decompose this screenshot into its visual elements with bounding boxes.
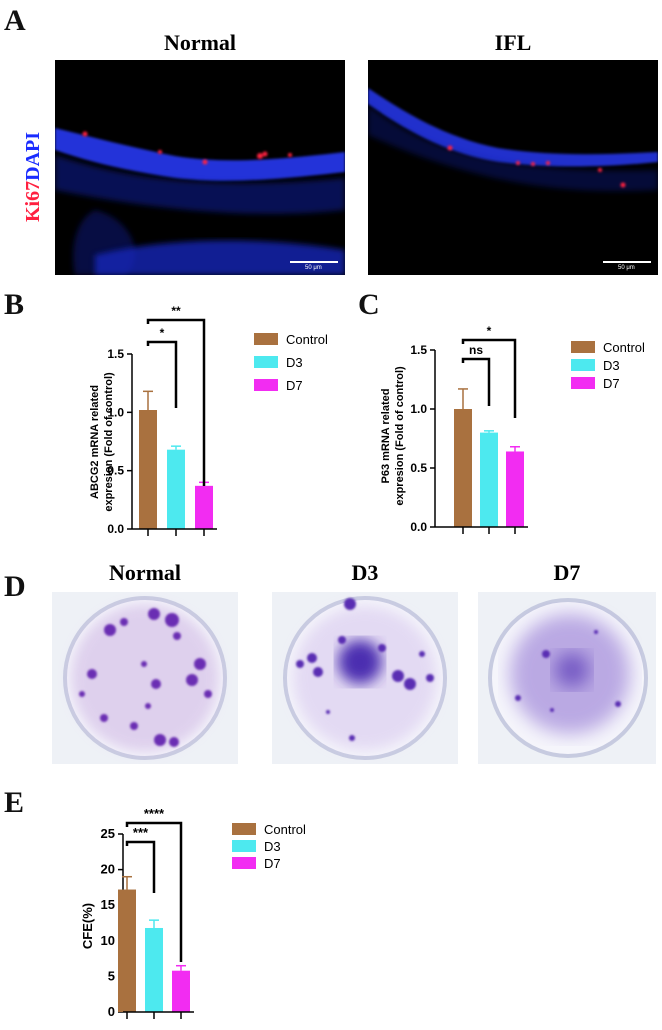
panel-letter-b: B: [4, 288, 25, 321]
bar-control: [139, 410, 157, 529]
legend-label: D7: [264, 856, 281, 871]
dish-title-d3: D3: [351, 560, 379, 585]
micrograph-ifl-image: [368, 88, 658, 192]
legend-label: Control: [264, 822, 306, 837]
colony-dish-normal-image: [63, 596, 227, 760]
scale-bar-ifl: [603, 261, 651, 263]
significance-bracket: [461, 338, 517, 418]
legend-label: D7: [603, 376, 620, 391]
y-tick-label: 20: [101, 862, 115, 877]
bar-d3: [145, 927, 163, 1012]
micrograph-title-normal: Normal: [163, 30, 237, 55]
scale-bar-normal: [290, 261, 338, 263]
significance-label: ns: [469, 343, 483, 357]
legend-swatch-d3: [232, 840, 256, 852]
significance-label: *: [487, 324, 492, 338]
bar-d7: [172, 970, 190, 1012]
stain-label-dapi: DAPI: [22, 131, 44, 181]
panel-letter-c: C: [358, 288, 380, 321]
y-tick-label: 1.0: [410, 402, 427, 416]
y-axis-label: expresion (Fold of control): [394, 366, 406, 506]
y-axis-label: P63 mRNA related: [380, 389, 392, 484]
panel-letter-a: A: [4, 4, 26, 37]
colony-dish-d3-image: [283, 596, 447, 760]
y-tick-label: 0.0: [410, 520, 427, 534]
y-tick-label: 1.0: [107, 405, 124, 419]
significance-label: ***: [133, 825, 149, 840]
legend-label: D7: [286, 378, 303, 393]
micrograph-normal-image: [55, 128, 345, 275]
micrograph-ifl: 50 μm: [368, 60, 658, 275]
significance-bracket: [125, 840, 156, 893]
legend-label: D3: [286, 355, 303, 370]
bar-d7: [195, 485, 213, 529]
micrograph-title-ifl: IFL: [494, 30, 532, 55]
bar-control: [118, 889, 136, 1012]
y-tick-label: 25: [101, 826, 115, 841]
legend-label: Control: [603, 340, 645, 355]
legend-swatch-d3: [254, 356, 278, 368]
significance-label: **: [171, 304, 181, 318]
y-tick-label: 5: [108, 968, 115, 983]
scale-bar-label-normal: 50 μm: [305, 265, 322, 271]
stain-label: Ki67DAPI: [22, 132, 45, 222]
y-tick-label: 15: [101, 897, 115, 912]
dish-title-d7: D7: [553, 560, 581, 585]
bar-d3: [480, 432, 498, 527]
significance-bracket: [461, 357, 491, 406]
y-tick-label: 0.0: [107, 522, 124, 536]
legend-label: D3: [264, 839, 281, 854]
significance-label: ****: [144, 806, 165, 821]
legend-swatch-control: [232, 823, 256, 835]
legend-swatch-d7: [571, 377, 595, 389]
legend-swatch-control: [571, 341, 595, 353]
colony-dish-d7: [478, 592, 656, 764]
panel-letter-d: D: [4, 570, 26, 603]
legend-swatch-d7: [232, 857, 256, 869]
y-axis-label: expresion (Fold of control): [103, 372, 115, 512]
micrograph-normal: 50 μm: [55, 60, 345, 275]
y-tick-label: 1.5: [107, 347, 124, 361]
bar-d7: [506, 451, 524, 527]
significance-bracket: [146, 340, 178, 408]
significance-bracket: [146, 318, 206, 486]
chart-p63: 0.0 0.5 1.0 1.5 P63 mRNA related expresion (F…: [380, 324, 645, 534]
bar-d3: [167, 449, 185, 529]
y-tick-label: 10: [101, 933, 115, 948]
scale-bar-label-ifl: 50 μm: [618, 265, 635, 271]
y-axis-label: ABCG2 mRNA related: [89, 385, 101, 499]
colony-dish-normal: [52, 592, 238, 764]
legend-swatch-d7: [254, 379, 278, 391]
chart-abcg2: 0.0 0.5 1.0 1.5 ABCG2 mRNA related expresion …: [89, 304, 328, 536]
colony-dish-d3: [272, 592, 458, 764]
y-tick-label: 1.5: [410, 343, 427, 357]
legend-label: D3: [603, 358, 620, 373]
y-tick-label: 0.5: [107, 464, 124, 478]
bar-control: [454, 409, 472, 527]
panel-letter-e: E: [4, 786, 25, 819]
y-tick-label: 0.5: [410, 461, 427, 475]
colony-dish-d7-image: [488, 598, 648, 758]
legend-swatch-d3: [571, 359, 595, 371]
stain-label-ki67: Ki67: [22, 180, 44, 222]
significance-label: *: [160, 326, 165, 340]
significance-bracket: [125, 821, 183, 962]
y-tick-label: 0: [108, 1004, 115, 1019]
dish-title-normal: Normal: [108, 560, 182, 585]
y-axis-label: CFE(%): [80, 903, 95, 949]
legend-swatch-control: [254, 333, 278, 345]
legend-label: Control: [286, 332, 328, 347]
